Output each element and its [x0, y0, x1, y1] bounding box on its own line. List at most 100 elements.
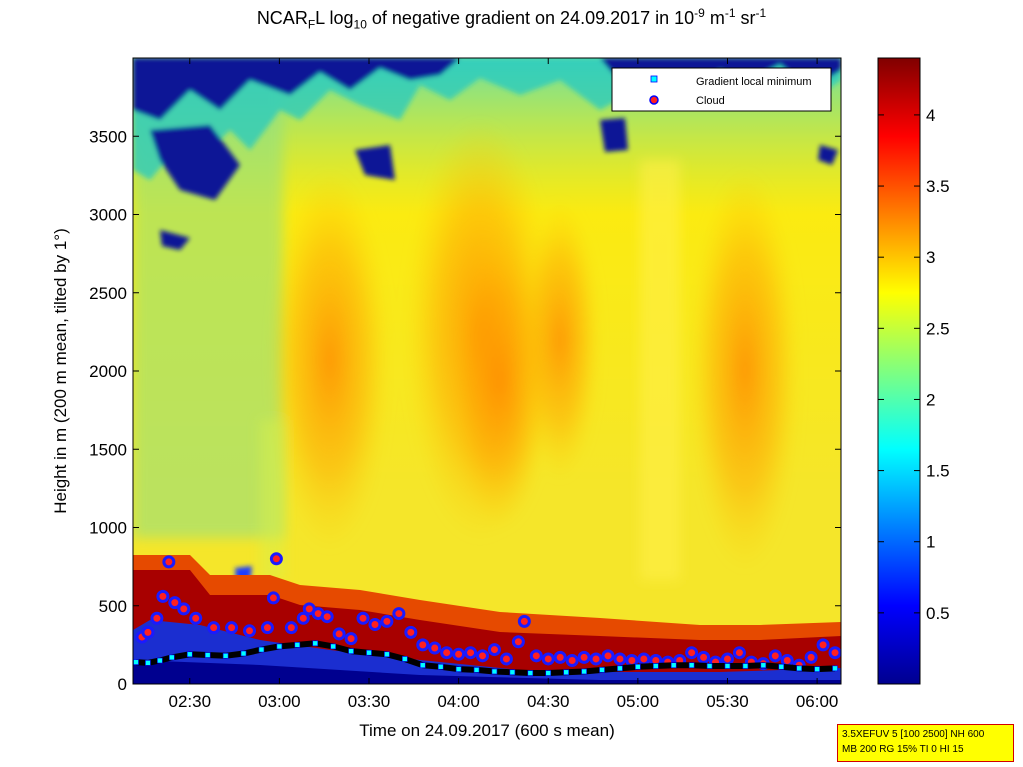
x-tick-label: 05:30 — [706, 692, 749, 711]
cloud-point — [320, 610, 334, 624]
minimum-point — [384, 651, 390, 658]
minimum-point — [330, 643, 336, 650]
minimum-point — [437, 663, 444, 670]
x-tick-label: 04:30 — [527, 692, 570, 711]
cloud-point — [141, 625, 155, 639]
cloud-point — [816, 638, 830, 652]
info-line-2: MB 200 RG 15% TI 0 HI 15 — [842, 744, 964, 755]
cloud-point — [260, 621, 274, 635]
cloud-point — [356, 611, 370, 625]
minimum-point — [796, 665, 802, 672]
minimum-point — [455, 666, 462, 672]
minimum-point — [186, 651, 193, 658]
cloud-point — [380, 614, 394, 628]
legend-label-minimum: Gradient local minimum — [696, 76, 812, 88]
cloud-point — [685, 646, 699, 660]
legend-marker-minimum — [650, 75, 658, 83]
cloud-point — [392, 607, 406, 621]
y-tick-label: 3500 — [89, 127, 127, 146]
cloud-point — [464, 646, 478, 660]
y-tick-label: 2000 — [89, 362, 127, 381]
minimum-point — [599, 667, 605, 673]
cloud-point — [207, 621, 221, 635]
cloud-point — [828, 646, 841, 660]
cloud-point — [577, 650, 591, 664]
y-tick-label: 0 — [118, 675, 127, 694]
heatmap-field — [133, 58, 841, 684]
minimum-point — [222, 653, 229, 659]
cloud-point — [804, 650, 818, 664]
colorbar-tick-label: 1.5 — [926, 462, 950, 481]
legend-label-cloud: Cloud — [696, 95, 725, 107]
cloud-point — [541, 652, 555, 666]
cloud-point — [517, 614, 531, 628]
minimum-point — [240, 650, 247, 657]
cloud-point — [189, 611, 203, 625]
cloud-point — [269, 552, 283, 566]
cloud-point — [243, 624, 257, 638]
minimum-point — [473, 667, 480, 673]
x-tick-label: 04:00 — [437, 692, 480, 711]
minimum-point — [419, 662, 426, 669]
minimum-point — [527, 670, 534, 676]
cloud-point — [529, 649, 543, 663]
minimum-point — [688, 662, 695, 669]
colorbar — [877, 57, 921, 685]
cloud-point — [637, 652, 651, 666]
minimum-point — [778, 663, 785, 670]
cloud-point — [344, 632, 358, 646]
cloud-point — [553, 650, 567, 664]
minimum-point — [204, 652, 211, 658]
x-axis-label: Time on 24.09.2017 (600 s mean) — [359, 721, 614, 740]
x-tick-label: 03:00 — [258, 692, 301, 711]
minimum-point — [145, 660, 151, 666]
colorbar-tick-label: 4 — [926, 106, 935, 125]
minimum-point — [545, 670, 552, 676]
minimum-point — [724, 663, 731, 669]
series-gradient-local-minimum — [133, 640, 838, 676]
series-cloud — [135, 552, 841, 672]
cloud-point — [225, 621, 239, 635]
minimum-point — [832, 665, 838, 672]
cloud-point — [416, 638, 430, 652]
minimum-point — [133, 659, 139, 665]
colorbar-tick-label: 2.5 — [926, 319, 950, 338]
minimum-point — [157, 657, 163, 664]
colorbar-tick-label: 1 — [926, 533, 935, 552]
cloud-point — [601, 649, 615, 663]
minimum-point — [258, 646, 265, 653]
cloud-point — [511, 635, 525, 649]
cloud-point — [177, 602, 191, 616]
cloud-point — [613, 652, 627, 666]
y-tick-label: 1000 — [89, 519, 127, 538]
minimum-point — [652, 663, 659, 669]
minimum-point — [294, 642, 301, 648]
cloud-point — [440, 646, 454, 660]
colorbar-tick-label: 0.5 — [926, 604, 950, 623]
minimum-point — [348, 648, 354, 654]
cloud-point — [589, 652, 603, 666]
cloud-point — [487, 643, 501, 657]
legend-box — [611, 67, 832, 112]
legend-marker-cloud — [649, 95, 659, 105]
minimum-point — [491, 668, 498, 675]
minimum-point — [617, 665, 623, 672]
y-axis-label: Height in m (200 m mean, tilted by 1°) — [51, 228, 70, 514]
cloud-point — [428, 641, 442, 655]
cloud-point — [368, 618, 382, 632]
y-tick-label: 1500 — [89, 440, 127, 459]
chart-title: NCARFL log10 of negative gradient on 24.… — [256, 6, 767, 32]
cloud-point — [168, 596, 182, 610]
legend: Gradient local minimum Cloud — [611, 67, 832, 112]
cloud-point — [162, 555, 176, 569]
colorbar-tick-label: 2 — [926, 390, 935, 409]
x-axis: 02:30 03:00 03:30 04:00 04:30 05:00 05:30 06:00 — [168, 58, 838, 711]
minimum-point — [563, 669, 569, 676]
minimum-point — [742, 663, 749, 669]
minimum-point — [509, 669, 516, 676]
minimum-point — [760, 662, 767, 669]
cloud-point — [296, 611, 310, 625]
cloud-point — [697, 650, 711, 664]
minimum-point — [706, 663, 713, 669]
cloud-point — [476, 649, 490, 663]
